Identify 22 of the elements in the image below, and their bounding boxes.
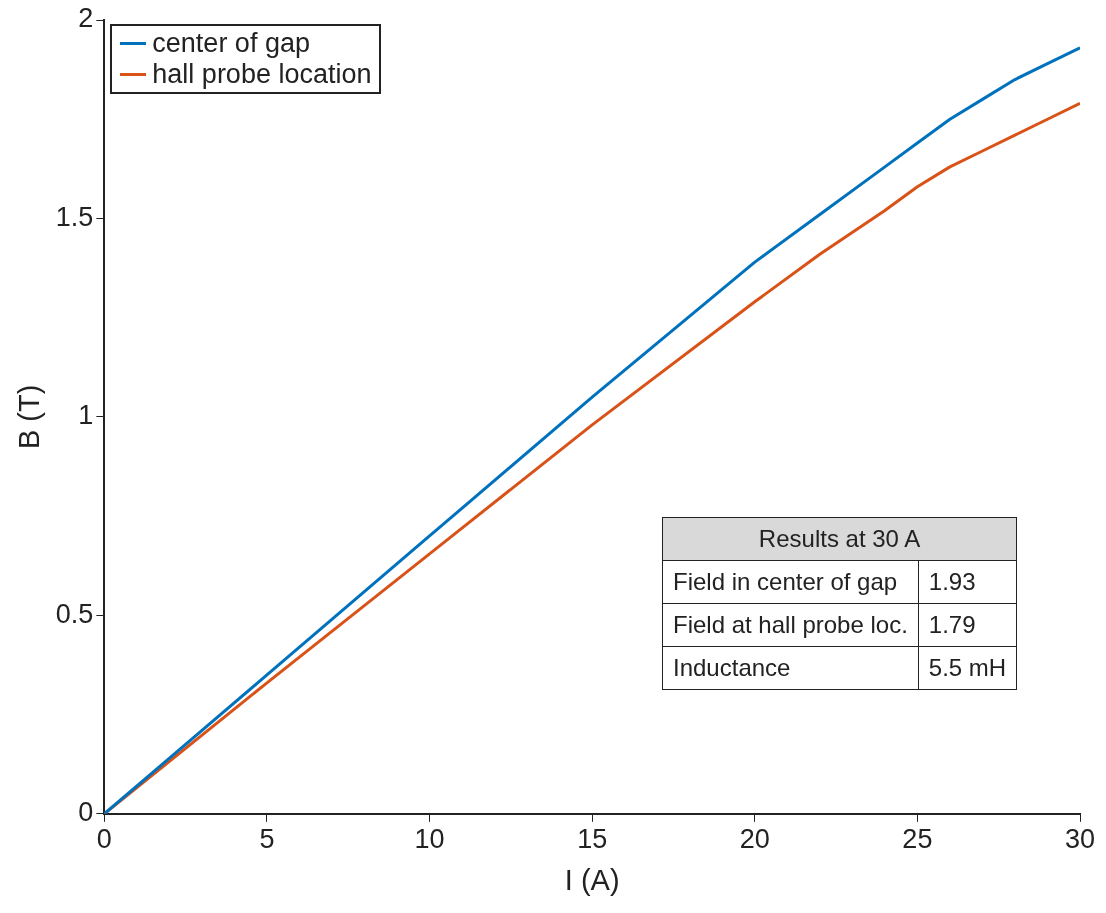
y-tick-label: 1.5 [55, 201, 94, 232]
y-tick-label: 2 [78, 3, 94, 34]
y-tick-label: 0 [78, 797, 94, 828]
x-tick-label: 15 [577, 824, 608, 855]
x-axis-title: I (A) [564, 863, 620, 896]
annotation: 5.5 mH [918, 646, 1017, 690]
annotation: Field at hall probe loc. [662, 603, 919, 647]
x-tick-label: 10 [414, 824, 445, 855]
legend-label: center of gap [152, 28, 310, 59]
x-tick-label: 25 [902, 824, 933, 855]
legend-label: hall probe location [152, 59, 372, 90]
annotation: Field in center of gap [662, 560, 919, 604]
x-tick-label: 5 [259, 824, 275, 855]
annotation: 1.93 [918, 560, 1017, 604]
y-axis-title: B (T) [13, 384, 46, 450]
annotation: Inductance [662, 646, 919, 690]
table-header: Results at 30 A [662, 517, 1017, 561]
y-tick-label: 1 [78, 400, 94, 431]
annotation: 1.79 [918, 603, 1017, 647]
x-tick-label: 30 [1064, 824, 1096, 855]
y-tick-label: 0.5 [55, 598, 94, 629]
x-tick-label: 20 [739, 824, 770, 855]
